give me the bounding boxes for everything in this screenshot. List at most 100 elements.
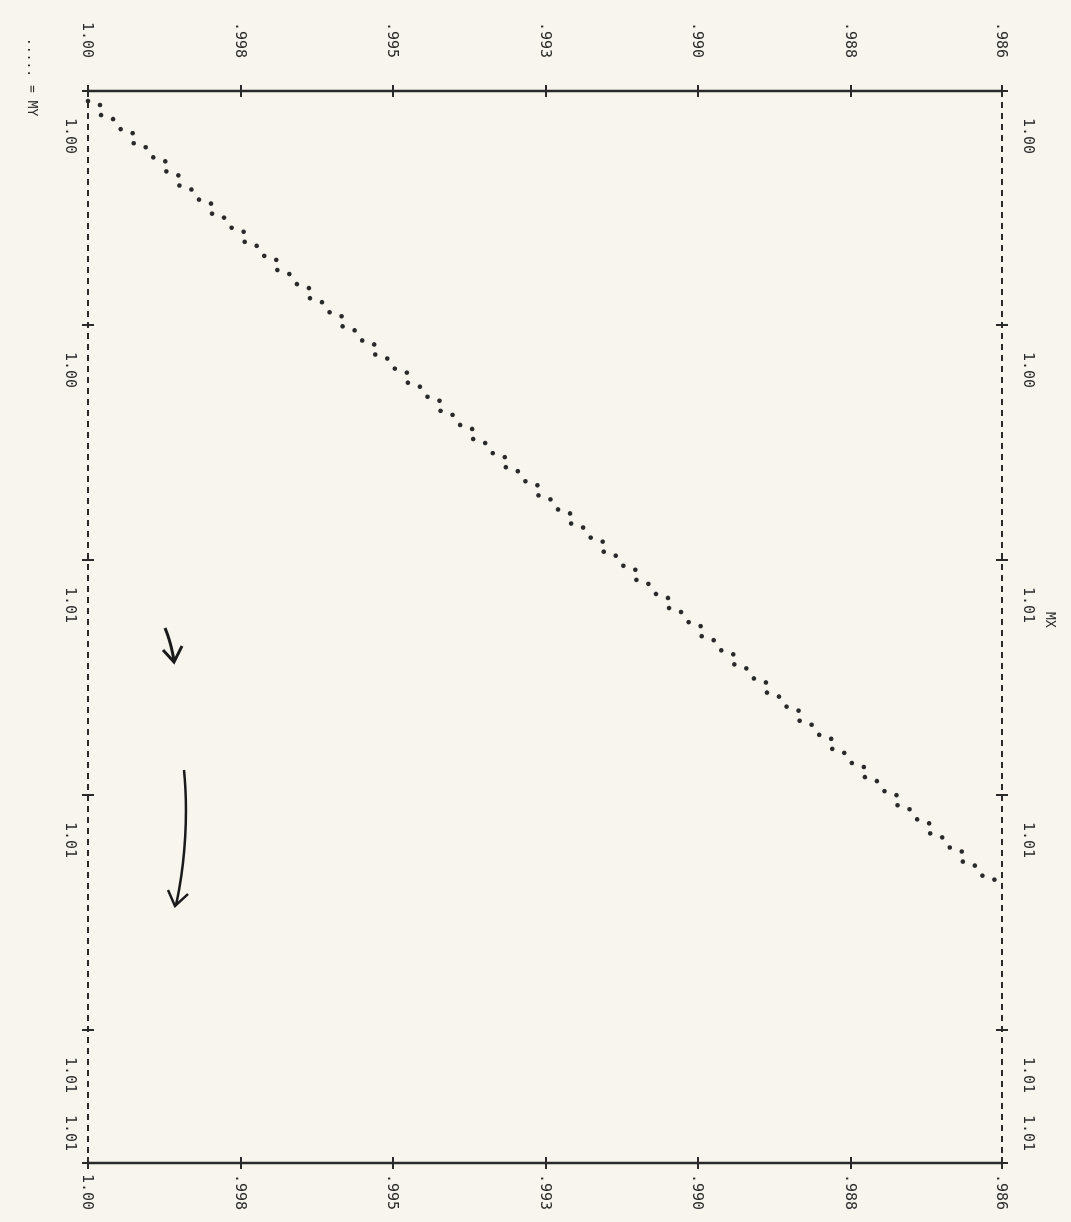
data-point-9 [229,225,234,231]
data-point-pair-36 [678,609,684,615]
data-point-46 [829,746,835,752]
y-tick-label-bottom-3: .993 [537,1174,555,1210]
data-point-pair-54 [972,863,978,868]
data-point-pair-52 [939,835,945,840]
x-tick-label-left-1: 1.00 [62,352,80,388]
data-point-pair-44 [809,722,814,728]
data-point-54 [960,859,966,864]
data-point-42 [764,690,770,695]
data-point-pair-3 [143,144,148,150]
data-point-10 [242,239,247,245]
y-tick-label-top-1: .998 [232,22,250,58]
data-point-3 [131,140,136,146]
data-point-1 [98,112,104,118]
x-tick-labels-bottom: 1.00 1.00 1.01 1.01 1.01 1.01 [1020,118,1038,1151]
data-point-pair-41 [763,680,769,685]
data-point-pair-8 [221,215,227,220]
y-tick-label-bottom-1: .998 [232,1174,250,1210]
x-tick-label-left-3: 1.01 [62,822,80,858]
data-point-28 [536,493,541,498]
data-point-12 [275,267,280,273]
data-point-13 [294,281,300,287]
data-point-27 [523,478,528,484]
data-point-pair-5 [176,173,181,178]
x-tick-label-left-4: 1.01 [62,1057,80,1093]
data-point-6 [177,183,182,188]
data-point-pair-4 [162,159,168,164]
data-point-pair-0 [97,102,103,108]
data-point-17 [359,338,365,343]
data-point-pair-47 [861,764,867,770]
data-point-45 [816,732,822,738]
data-point-pair-48 [874,778,880,784]
data-point-41 [751,676,757,681]
y-tick-label-top-0: 1.00 [79,22,97,58]
data-point-37 [686,619,691,625]
y-tick-label-bottom-0: 1.00 [79,1174,97,1210]
data-point-pair-16 [352,328,357,333]
data-point-pair-50 [907,806,912,812]
data-point-pair-29 [567,511,573,516]
data-point-2 [118,126,123,132]
data-point-0 [85,98,91,104]
arrow-2-shaft [174,769,188,906]
data-point-23 [457,422,463,428]
data-point-43 [784,704,789,709]
data-point-19 [392,366,398,371]
arrow-2-head [166,889,189,909]
data-point-pair-11 [273,257,279,263]
data-point-pair-21 [437,398,442,404]
data-point-pair-55 [992,877,997,882]
data-point-40 [732,662,737,667]
data-point-pair-40 [744,666,749,671]
y-tick-labels-left: 1.00 .998 .995 .993 .990 .988 .986 [79,22,1011,58]
data-point-pair-32 [613,553,619,559]
data-point-pair-46 [841,750,847,756]
data-point-pair-34 [646,581,651,587]
data-point-pair-49 [894,792,899,798]
data-point-18 [372,352,378,357]
x-tick-label-right-0: 1.00 [1020,118,1038,154]
data-point-31 [588,535,593,540]
legend: ..... = MY [24,38,39,116]
y-tick-label-bottom-5: .988 [842,1174,860,1210]
data-point-47 [849,760,855,766]
data-point-34 [634,577,639,583]
y-tick-label-top-5: .988 [842,22,860,58]
plot-frame [87,89,1003,1165]
data-point-51 [914,817,920,822]
y-tick-label-bottom-2: .995 [384,1174,402,1210]
data-point-35 [653,591,659,597]
x-tick-label-right-4: 1.01 [1020,1057,1038,1093]
data-point-pair-22 [450,412,455,418]
data-point-16 [340,324,345,329]
x-tick-label-right-1: 1.00 [1020,352,1038,388]
data-point-pair-27 [535,482,540,488]
data-point-55 [980,873,985,878]
x-tick-label-right-3: 1.01 [1020,822,1038,858]
data-point-pair-6 [189,187,194,192]
data-point-7 [196,197,202,202]
y-tick-label-top-6: .986 [993,22,1011,58]
data-point-pair-37 [698,623,703,629]
data-point-pair-45 [828,736,834,742]
data-point-pair-1 [110,116,116,122]
data-point-pair-38 [711,637,716,643]
data-point-4 [150,155,156,160]
x-axis-title: MX [1042,612,1057,628]
y-tick-label-top-4: .990 [689,22,707,58]
y-tick-label-top-3: .993 [537,22,555,58]
data-point-pair-7 [208,201,214,206]
data-point-pair-9 [241,229,246,235]
data-point-22 [438,408,443,414]
arrow-1-shaft [163,627,176,661]
data-point-30 [568,521,574,526]
data-point-pair-26 [515,468,521,474]
data-point-pair-2 [130,130,135,136]
data-point-pair-17 [371,342,377,347]
handwritten-annotations [161,627,189,909]
data-point-44 [797,718,802,724]
data-point-48 [862,774,868,780]
y-tick-label-top-2: .995 [384,22,402,58]
x-tick-label-left-end: 1.01 [62,1115,80,1151]
